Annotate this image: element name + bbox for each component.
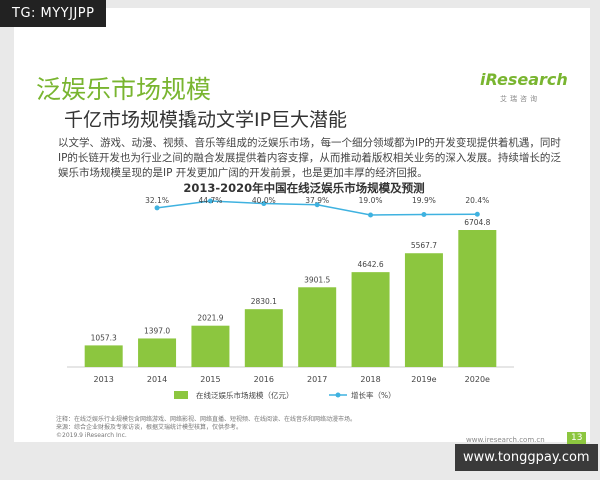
growth-point [261,201,267,207]
logo: iResearch [480,70,568,89]
bar [191,325,230,367]
x-tick-label: 2020e [465,375,490,384]
legend-swatch [174,391,188,399]
growth-point [421,212,427,218]
growth-point [474,211,480,217]
data-label: 19.9% [412,196,436,205]
growth-point [314,202,320,208]
bar [244,309,283,367]
data-label: 2021.9 [197,314,223,323]
x-tick-label: 2013 [94,375,114,384]
data-label: 19.0% [359,196,383,205]
data-label: 4642.6 [357,260,383,269]
bar [84,345,123,367]
x-tick-label: 2017 [307,375,327,384]
growth-point [368,212,374,218]
bar [298,287,337,367]
data-label: 2830.1 [251,297,277,306]
data-label: 44.7% [199,196,223,205]
growth-point [207,198,213,204]
legend-swatch [335,392,341,398]
x-tick-label: 2014 [147,375,167,384]
logo-sub: 艾瑞咨询 [500,95,540,103]
data-label: 5567.7 [411,241,437,250]
title: 泛娱乐市场规模 [36,75,212,104]
data-label: 20.4% [465,196,489,205]
chart: 2013-2020年中国在线泛娱乐市场规模及预测 2013 2014 2015 201… [67,181,514,400]
data-label: 6704.8 [464,218,490,227]
x-tick-label: 2015 [200,375,220,384]
watermark: TG: MYYJJPP [0,0,107,27]
data-label: 32.1% [145,196,169,205]
body-text: 以文学、游戏、动漫、视频、音乐等组成的泛娱乐市场，每一个细分领域都为IP的开发变… [58,137,561,179]
chart-title: 2013-2020年中国在线泛娱乐市场规模及预测 [183,181,424,195]
bar [458,230,497,367]
bar [351,272,390,367]
notes: 注释：在线泛娱乐行业规模包含网络游戏、网络影视、网络直播、短视频、在线阅读、在线… [56,416,356,440]
note: 注释：在线泛娱乐行业规模包含网络游戏、网络影视、网络直播、短视频、在线阅读、在线… [56,416,357,423]
data-label: 37.9% [305,196,329,205]
note: ©2019.9 iResearch Inc. [56,432,127,439]
data-label: 40.0% [252,196,276,205]
bar [404,253,443,367]
watermark: www.tonggpay.com [455,444,598,471]
slide: 泛娱乐市场规模 千亿市场规模撬动文学IP巨大潜能 iResearch 艾瑞咨询 … [14,8,590,444]
page-number: 13 [567,432,587,444]
growth-point [154,205,160,211]
bar [138,338,177,367]
data-label: 3901.5 [304,275,330,284]
subtitle: 千亿市场规模撬动文学IP巨大潜能 [64,109,348,131]
data-label: 1397.0 [144,326,170,335]
legend-label: 在线泛娱乐市场规模（亿元） [196,390,294,400]
x-tick-label: 2019e [411,375,436,384]
url: www.iresearch.com.cn [466,436,545,444]
x-tick-label: 2018 [360,375,380,384]
note: 来源：综合企业财报及专家访谈，根据艾瑞统计模型核算，仅供参考。 [56,424,243,431]
data-label: 1057.3 [91,333,117,342]
x-tick-label: 2016 [254,375,274,384]
legend-label: 增长率（%） [351,390,396,400]
